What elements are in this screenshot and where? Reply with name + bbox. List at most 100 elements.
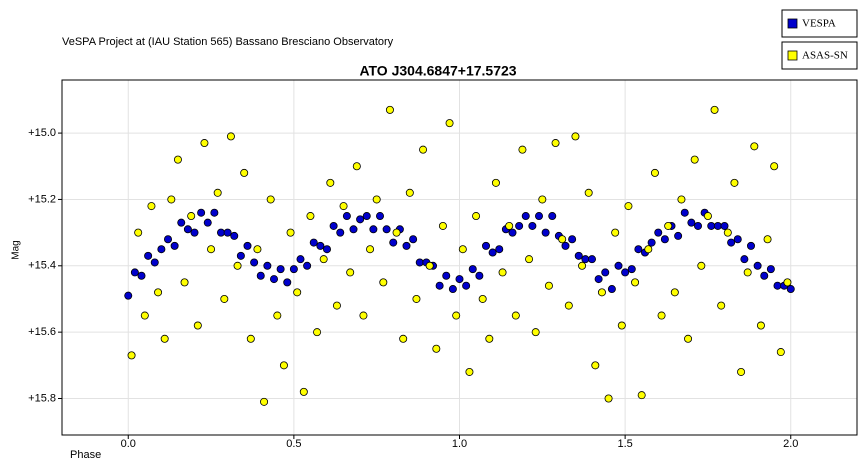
data-point	[276, 265, 285, 274]
chart-title: ATO J304.6847+17.5723	[359, 63, 516, 79]
data-point	[786, 285, 795, 294]
data-point	[213, 188, 222, 197]
data-point	[366, 245, 375, 254]
data-point	[548, 212, 557, 221]
data-point	[246, 334, 255, 343]
data-point	[611, 228, 620, 237]
data-point	[336, 228, 345, 237]
data-point	[703, 212, 712, 221]
data-point	[472, 212, 481, 221]
data-point	[349, 225, 358, 234]
plot-frame	[61, 79, 858, 436]
data-point	[670, 288, 679, 297]
data-point	[541, 228, 550, 237]
y-axis-label: Mag	[11, 240, 22, 259]
data-point	[150, 258, 159, 267]
data-point	[346, 268, 355, 277]
data-point	[412, 294, 421, 303]
data-point	[458, 245, 467, 254]
data-point	[409, 235, 418, 244]
data-point	[657, 311, 666, 320]
data-point	[127, 351, 136, 360]
data-point	[339, 202, 348, 211]
data-point	[183, 225, 192, 234]
data-point	[445, 119, 454, 128]
data-point	[578, 261, 587, 270]
data-point	[130, 268, 139, 277]
data-point	[356, 215, 365, 224]
data-point	[223, 228, 232, 237]
data-point	[588, 255, 597, 264]
data-point	[455, 275, 464, 284]
x-tick-label: 0.5	[286, 438, 301, 450]
data-point	[723, 228, 732, 237]
data-point	[180, 278, 189, 287]
data-point	[544, 281, 553, 290]
data-point	[299, 387, 308, 396]
y-tick-label: +15.2	[28, 193, 56, 205]
data-point	[389, 238, 398, 247]
data-point	[399, 334, 408, 343]
data-point	[289, 265, 298, 274]
y-tick-label: +15.8	[28, 392, 56, 404]
data-point	[216, 228, 225, 237]
data-point	[561, 241, 570, 250]
legend: VESPA ASAS-SN	[781, 9, 858, 70]
chart-subtitle: VeSPA Project at (IAU Station 565) Bassa…	[62, 36, 394, 48]
data-point	[644, 245, 653, 254]
data-point	[342, 212, 351, 221]
x-axis-label: Phase	[70, 449, 101, 461]
x-tick-label: 1.5	[617, 438, 632, 450]
data-point	[631, 278, 640, 287]
data-point	[521, 212, 530, 221]
data-point	[369, 225, 378, 234]
x-tick-label: 2.0	[783, 438, 798, 450]
data-point	[134, 228, 143, 237]
data-point	[637, 391, 646, 400]
data-point	[607, 285, 616, 294]
data-point	[690, 155, 699, 164]
data-point	[597, 288, 606, 297]
data-point	[478, 294, 487, 303]
data-point	[372, 195, 381, 204]
data-point	[402, 241, 411, 250]
data-point	[187, 212, 196, 221]
data-point	[627, 265, 636, 274]
data-point	[743, 268, 752, 277]
data-point	[147, 202, 156, 211]
data-point	[730, 178, 739, 187]
data-point	[233, 261, 242, 270]
data-point	[737, 367, 746, 376]
data-point	[740, 255, 749, 264]
data-point	[157, 245, 166, 254]
data-point	[269, 275, 278, 284]
data-point	[230, 231, 239, 240]
data-point	[773, 281, 782, 290]
data-point	[621, 268, 630, 277]
data-point	[491, 178, 500, 187]
data-point	[226, 132, 235, 141]
data-point	[329, 221, 338, 230]
data-point	[332, 301, 341, 310]
data-point	[634, 245, 643, 254]
data-point	[753, 261, 762, 270]
data-point	[266, 195, 275, 204]
data-point	[316, 241, 325, 250]
data-point	[508, 228, 517, 237]
legend-swatch	[787, 50, 798, 61]
data-point	[210, 208, 219, 217]
data-point	[498, 268, 507, 277]
data-point	[405, 188, 414, 197]
data-point	[694, 221, 703, 230]
data-point	[581, 255, 590, 264]
data-point	[140, 311, 149, 320]
data-point	[747, 241, 756, 250]
data-point	[313, 328, 322, 337]
data-point	[571, 132, 580, 141]
data-point	[263, 261, 272, 270]
plot-marks	[124, 105, 795, 406]
data-point	[309, 238, 318, 247]
data-point	[177, 218, 186, 227]
data-point	[564, 301, 573, 310]
